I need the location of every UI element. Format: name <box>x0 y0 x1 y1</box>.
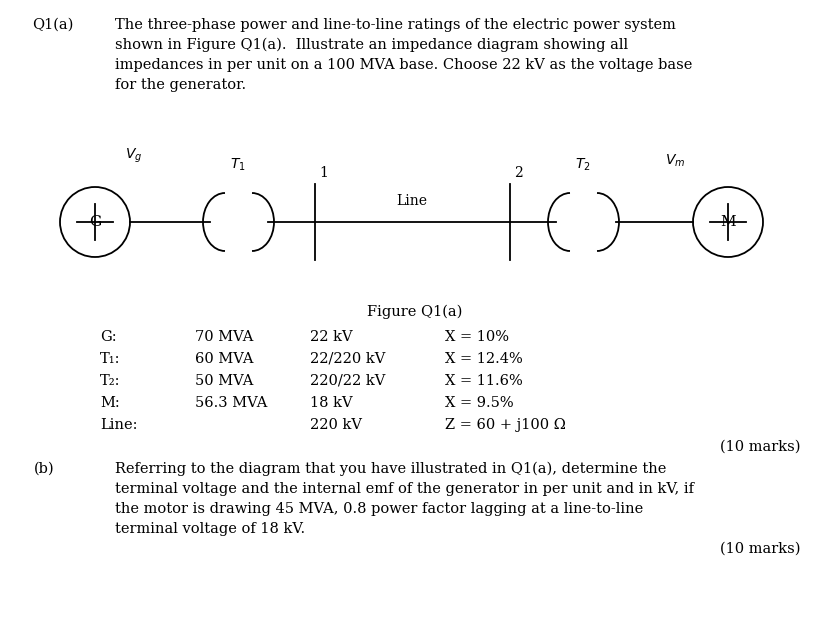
Text: (b): (b) <box>34 462 55 476</box>
Text: the motor is drawing 45 MVA, 0.8 power factor lagging at a line-to-line: the motor is drawing 45 MVA, 0.8 power f… <box>115 502 643 516</box>
Text: G: G <box>89 215 101 229</box>
Text: 22/220 kV: 22/220 kV <box>310 352 385 366</box>
Text: M: M <box>720 215 736 229</box>
Text: T₂:: T₂: <box>100 374 120 388</box>
Text: G:: G: <box>100 330 117 344</box>
Text: $T_2$: $T_2$ <box>575 156 591 173</box>
Text: Q1(a): Q1(a) <box>32 18 73 32</box>
Text: impedances in per unit on a 100 MVA base. Choose 22 kV as the voltage base: impedances in per unit on a 100 MVA base… <box>115 58 692 72</box>
Text: X = 12.4%: X = 12.4% <box>445 352 523 366</box>
Text: Line: Line <box>397 194 427 208</box>
Text: X = 10%: X = 10% <box>445 330 509 344</box>
Text: X = 11.6%: X = 11.6% <box>445 374 523 388</box>
Text: M:: M: <box>100 396 120 410</box>
Text: T₁:: T₁: <box>100 352 120 366</box>
Text: 60 MVA: 60 MVA <box>195 352 253 366</box>
Text: shown in Figure Q1(a).  Illustrate an impedance diagram showing all: shown in Figure Q1(a). Illustrate an imp… <box>115 38 628 53</box>
Text: $T_1$: $T_1$ <box>230 156 246 173</box>
Text: Referring to the diagram that you have illustrated in Q1(a), determine the: Referring to the diagram that you have i… <box>115 462 666 476</box>
Text: 1: 1 <box>319 166 328 180</box>
Text: 18 kV: 18 kV <box>310 396 353 410</box>
Text: terminal voltage and the internal emf of the generator in per unit and in kV, if: terminal voltage and the internal emf of… <box>115 482 694 496</box>
Text: (10 marks): (10 marks) <box>720 542 800 556</box>
Text: 70 MVA: 70 MVA <box>195 330 253 344</box>
Text: for the generator.: for the generator. <box>115 78 247 92</box>
Text: 50 MVA: 50 MVA <box>195 374 253 388</box>
Text: Figure Q1(a): Figure Q1(a) <box>368 305 462 319</box>
Text: 22 kV: 22 kV <box>310 330 353 344</box>
Text: The three-phase power and line-to-line ratings of the electric power system: The three-phase power and line-to-line r… <box>115 18 676 32</box>
Text: 2: 2 <box>514 166 523 180</box>
Text: 56.3 MVA: 56.3 MVA <box>195 396 267 410</box>
Text: 220 kV: 220 kV <box>310 418 362 432</box>
Text: Z = 60 + j100 Ω: Z = 60 + j100 Ω <box>445 418 566 432</box>
Text: terminal voltage of 18 kV.: terminal voltage of 18 kV. <box>115 522 305 536</box>
Text: Line:: Line: <box>100 418 138 432</box>
Text: $V_m$: $V_m$ <box>665 153 685 169</box>
Text: (10 marks): (10 marks) <box>720 440 800 454</box>
Text: $V_g$: $V_g$ <box>125 147 142 165</box>
Text: 220/22 kV: 220/22 kV <box>310 374 385 388</box>
Text: X = 9.5%: X = 9.5% <box>445 396 514 410</box>
